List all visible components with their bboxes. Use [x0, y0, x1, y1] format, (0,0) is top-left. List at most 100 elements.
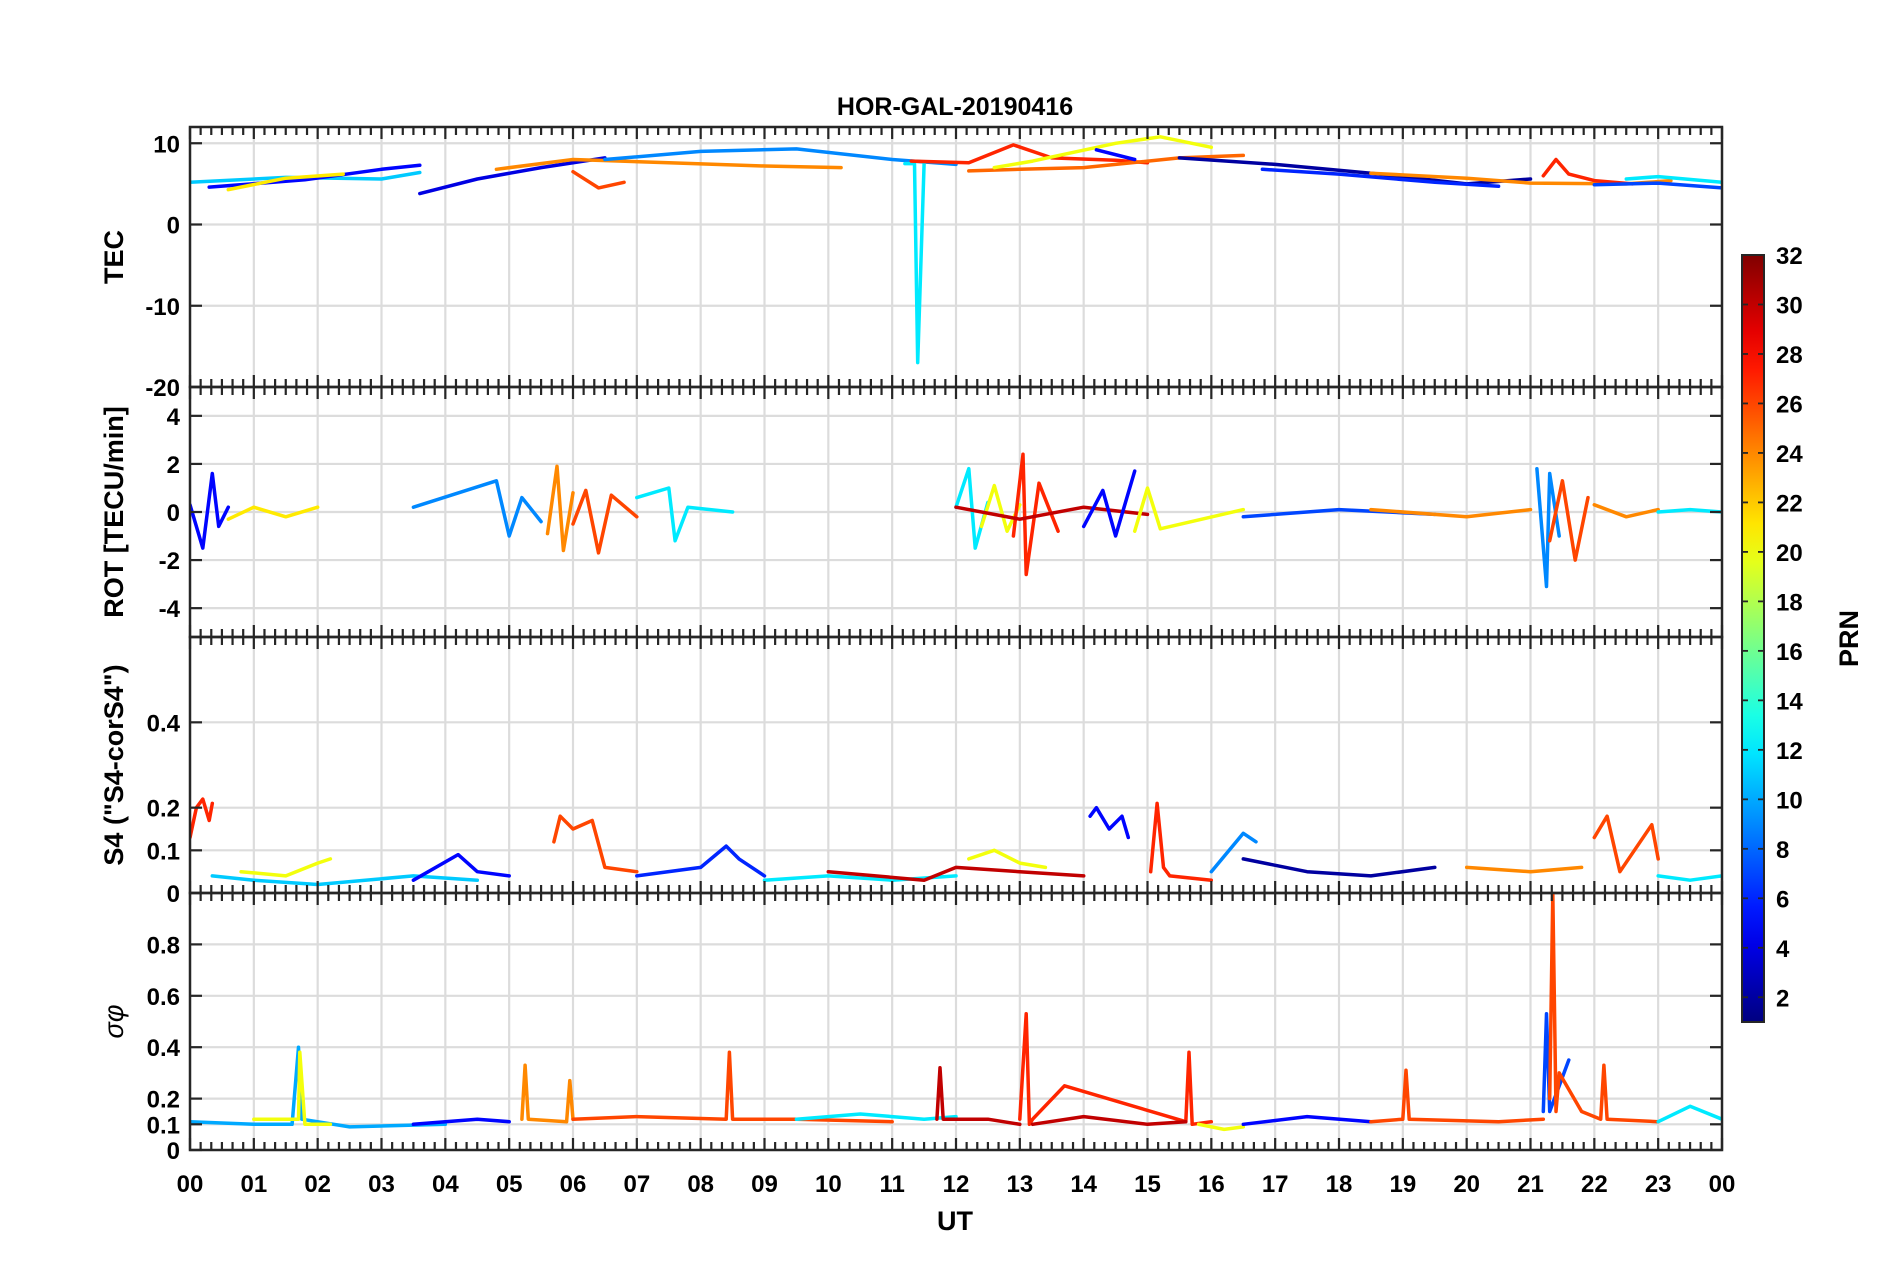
colorbar-tick-label: 16 [1776, 639, 1803, 666]
x-tick-label: 06 [560, 1171, 587, 1198]
y-tick-label: 10 [153, 131, 180, 158]
series-line-prn-27 [1011, 452, 1060, 577]
colorbar-tick-label: 6 [1776, 886, 1789, 913]
colorbar-tick-label: 24 [1776, 441, 1803, 468]
series-group [190, 135, 1722, 365]
series-line-prn-27 [909, 143, 1150, 165]
y-tick-label: 0 [167, 500, 180, 527]
colorbar-tick-label: 2 [1776, 985, 1789, 1012]
series-line-prn-26 [1369, 1068, 1546, 1124]
colorbar-tick-label: 4 [1776, 936, 1790, 963]
y-axis-label-sigma_phi: σφ [99, 1005, 129, 1039]
x-tick-label: 20 [1453, 1171, 1480, 1198]
series-line-prn-9 [411, 479, 543, 538]
y-tick-label: 0 [167, 881, 180, 908]
y-tick-label: -20 [145, 375, 180, 402]
x-tick-label: 00 [177, 1171, 204, 1198]
x-tick-label: 04 [432, 1171, 459, 1198]
series-line-prn-5 [411, 1117, 511, 1127]
colorbar-tick-label: 22 [1776, 490, 1803, 517]
colorbar-gradient [1741, 254, 1765, 1023]
y-tick-label: -10 [145, 294, 180, 321]
x-tick-label: 07 [623, 1171, 650, 1198]
series-line-prn-5 [411, 852, 511, 882]
y-tick-label: 2 [167, 452, 180, 479]
series-line-prn-27 [1018, 1012, 1214, 1127]
series-line-prn-10 [190, 1045, 448, 1129]
series-line-prn-20 [992, 135, 1214, 170]
y-tick-label: 0.4 [147, 710, 181, 737]
series-line-prn-2 [1241, 857, 1437, 878]
series-line-prn-26 [1547, 479, 1590, 562]
series-line-prn-9 [1209, 831, 1258, 874]
colorbar-tick-label: 26 [1776, 391, 1803, 418]
y-tick-label: 0.6 [147, 984, 180, 1011]
colorbar-label: PRN [1834, 610, 1864, 667]
x-axis: 00 01 02 03 04 05 06 07 08 09 10 11 12 13 14 15 16 17 18 19… [177, 1171, 1736, 1198]
y-tick-label: 0.8 [147, 932, 180, 959]
colorbar-tick-label: 32 [1776, 243, 1803, 270]
y-tick-label: 0.1 [147, 838, 180, 865]
series-line-prn-4 [418, 156, 607, 196]
x-tick-label: 05 [496, 1171, 523, 1198]
x-tick-label: 21 [1517, 1171, 1544, 1198]
series-line-prn-11 [210, 874, 480, 887]
colorbar-tick-label: 10 [1776, 787, 1803, 814]
series-line-prn-24 [520, 1063, 575, 1124]
series-line-prn-5 [1094, 148, 1137, 162]
colorbar-tick-label: 8 [1776, 837, 1789, 864]
y-tick-label: 0 [167, 1138, 180, 1165]
series-line-prn-24 [1464, 865, 1584, 874]
series-line-prn-12 [1656, 1104, 1722, 1124]
series-line-prn-5 [1088, 805, 1131, 840]
x-tick-label: 22 [1581, 1171, 1608, 1198]
series-line-prn-26 [571, 169, 626, 190]
series-line-prn-25 [967, 153, 1246, 173]
x-tick-label: 14 [1070, 1171, 1097, 1198]
series-line-prn-27 [1148, 801, 1214, 882]
x-tick-label: 19 [1389, 1171, 1416, 1198]
series-line-prn-24 [545, 464, 575, 553]
y-tick-label: 0 [167, 213, 180, 240]
x-tick-label: 08 [687, 1171, 714, 1198]
series-line-prn-12 [903, 161, 926, 365]
x-tick-label: 02 [304, 1171, 331, 1198]
x-tick-label: 10 [815, 1171, 842, 1198]
series-line-prn-20 [252, 1050, 333, 1127]
x-tick-label: 18 [1326, 1171, 1353, 1198]
x-tick-label: 09 [751, 1171, 778, 1198]
x-axis-label: UT [937, 1206, 973, 1236]
colorbar-tick-label: 28 [1776, 342, 1803, 369]
colorbar-tick-label: 30 [1776, 292, 1803, 319]
panel-sigma_phi: 00.10.2 0.4 0.6 0.8 σφ [99, 891, 1724, 1165]
series-line-prn-27 [1541, 157, 1635, 186]
series-line-prn-26 [571, 1050, 894, 1124]
panel-s4: 0 0.1 0.2 0.4 S4 ("S4-corS4") [99, 635, 1724, 908]
panel-frame [188, 891, 1724, 1152]
series-line-prn-26 [552, 814, 639, 874]
y-tick-label: -2 [159, 548, 180, 575]
series-line-prn-24 [1592, 503, 1660, 519]
x-tick-label: 13 [1006, 1171, 1033, 1198]
x-tick-label: 17 [1262, 1171, 1289, 1198]
series-line-prn-11 [190, 170, 422, 185]
series-line-prn-5 [1081, 469, 1137, 538]
panel-rot: -4 -2 0 2 4 ROT [TECU/min] [99, 385, 1724, 639]
series-line-prn-30 [1030, 1114, 1188, 1127]
series-line-prn-27 [190, 797, 215, 840]
y-tick-label: 0.1 [147, 1112, 180, 1139]
series-line-prn-20 [239, 857, 333, 878]
y-tick-label: 0.2 [147, 1087, 180, 1114]
series-group [190, 452, 1722, 589]
series-line-prn-12 [635, 486, 735, 543]
series-line-prn-12 [1656, 874, 1722, 882]
series-line-prn-30 [954, 505, 1150, 521]
series-line-prn-5 [1241, 1114, 1373, 1127]
series-line-prn-5 [190, 471, 231, 550]
series-line-prn-26 [1592, 814, 1660, 874]
series-line-prn-6 [635, 844, 767, 878]
x-tick-label: 15 [1134, 1171, 1161, 1198]
series-line-prn-20 [1196, 1122, 1246, 1132]
y-tick-label: 0.4 [147, 1035, 181, 1062]
